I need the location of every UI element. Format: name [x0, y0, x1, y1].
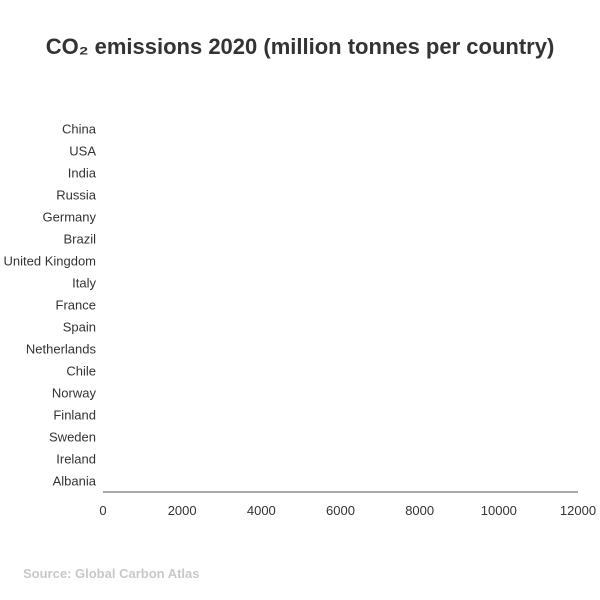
- category-label: Russia: [56, 188, 97, 203]
- category-label: Sweden: [49, 430, 96, 445]
- category-label: Chile: [66, 364, 96, 379]
- category-label: United Kingdom: [4, 254, 97, 269]
- category-label: Germany: [43, 210, 97, 225]
- x-tick-label: 2000: [168, 503, 197, 518]
- category-label: Brazil: [63, 232, 96, 247]
- category-label: USA: [69, 144, 96, 159]
- category-label: Ireland: [56, 452, 96, 467]
- category-label: China: [62, 122, 97, 137]
- x-tick-label: 12000: [560, 503, 596, 518]
- x-tick-label: 6000: [326, 503, 355, 518]
- chart-title: CO₂ emissions 2020 (million tonnes per c…: [45, 34, 555, 59]
- category-label: Spain: [63, 320, 96, 335]
- category-label: Norway: [52, 386, 97, 401]
- x-tick-label: 0: [99, 503, 106, 518]
- category-label: Netherlands: [26, 342, 97, 357]
- category-label: India: [68, 166, 97, 181]
- x-tick-label: 10000: [481, 503, 517, 518]
- source-note: Source: Global Carbon Atlas: [23, 566, 200, 581]
- category-label: France: [56, 298, 96, 313]
- x-tick-label: 4000: [247, 503, 276, 518]
- category-label: Italy: [72, 276, 96, 291]
- category-label: Finland: [53, 408, 96, 423]
- category-label: Albania: [53, 474, 97, 489]
- x-tick-label: 8000: [405, 503, 434, 518]
